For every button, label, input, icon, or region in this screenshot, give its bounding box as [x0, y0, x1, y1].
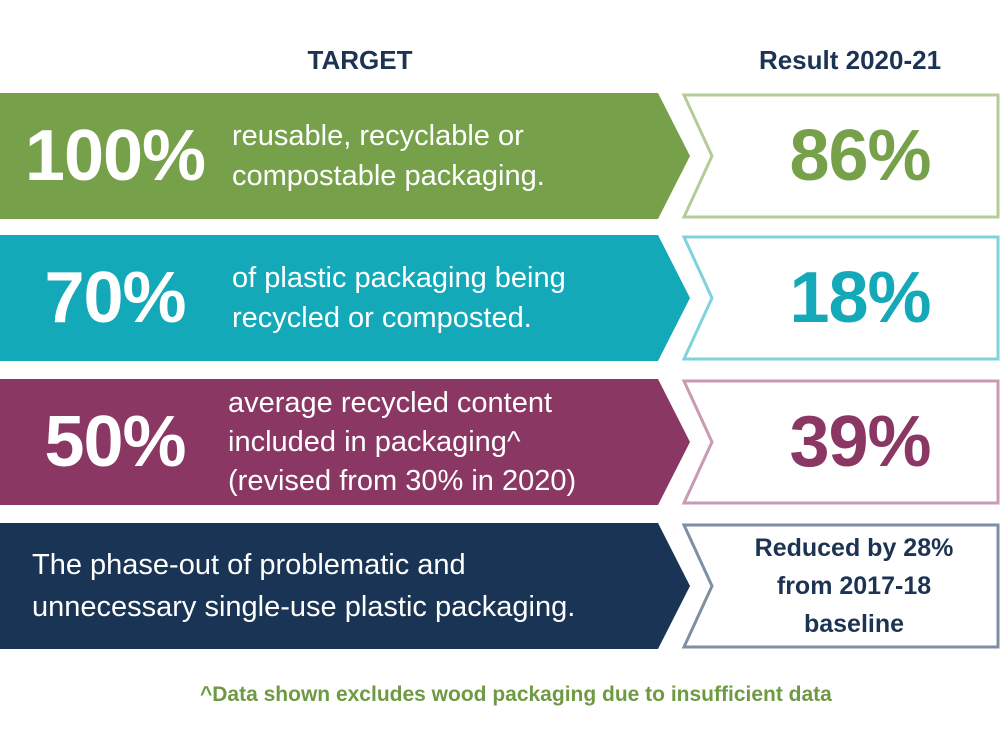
- target-row-phase-out: The phase-out of problematic and unneces…: [0, 523, 1000, 649]
- row-arrows: [0, 523, 1000, 649]
- target-row-plastic-recycled: 70% of plastic packaging being recycled …: [0, 235, 1000, 361]
- result-text: Reduced by 28% from 2017-18 baseline: [718, 523, 990, 649]
- result-value: 86%: [789, 116, 931, 196]
- target-description: of plastic packaging being recycled or c…: [232, 235, 662, 361]
- target-percentage: 70%: [44, 258, 186, 338]
- description-line: (revised from 30% in 2020): [228, 464, 577, 497]
- target-arrow: [0, 523, 690, 649]
- target-percentage: 100%: [24, 116, 206, 196]
- target-arrow: [0, 93, 690, 219]
- target-arrow: [0, 379, 690, 505]
- result-line: from 2017-18: [776, 572, 932, 600]
- footnote: ^Data shown excludes wood packaging due …: [200, 683, 832, 706]
- description-line: unnecessary single-use plastic packaging…: [32, 591, 576, 623]
- target-header: TARGET: [307, 45, 413, 75]
- description-line: included in packaging^: [228, 425, 521, 458]
- result-chevron: [681, 379, 1000, 505]
- result-line: baseline: [803, 610, 905, 638]
- description-line: compostable packaging.: [232, 160, 545, 192]
- target-row-recycled-content: 50% average recycled content included in…: [0, 379, 1000, 505]
- target-arrow: [0, 235, 690, 361]
- result-value: 18%: [789, 258, 931, 338]
- description-line: of plastic packaging being: [232, 262, 566, 294]
- target-description: average recycled content included in pac…: [228, 379, 658, 505]
- result-chevron: [681, 93, 1000, 219]
- description-line: recycled or composted.: [232, 302, 532, 334]
- target-description: reusable, recyclable or compostable pack…: [232, 93, 662, 219]
- result-chevron: [681, 235, 1000, 361]
- description-line: The phase-out of problematic and: [32, 549, 466, 581]
- result-header: Result 2020-21: [758, 45, 942, 75]
- result-value: 39%: [789, 402, 931, 482]
- result-line: Reduced by 28%: [754, 534, 954, 562]
- result-chevron: [681, 523, 1000, 649]
- target-percentage: 50%: [44, 402, 186, 482]
- row-arrows: [0, 93, 1000, 219]
- row-arrows: [0, 235, 1000, 361]
- target-row-recyclable: 100% reusable, recyclable or compostable…: [0, 93, 1000, 219]
- description-line: reusable, recyclable or: [232, 120, 524, 152]
- description-line: average recycled content: [228, 386, 553, 419]
- target-description: The phase-out of problematic and unneces…: [32, 523, 652, 649]
- row-arrows: [0, 379, 1000, 505]
